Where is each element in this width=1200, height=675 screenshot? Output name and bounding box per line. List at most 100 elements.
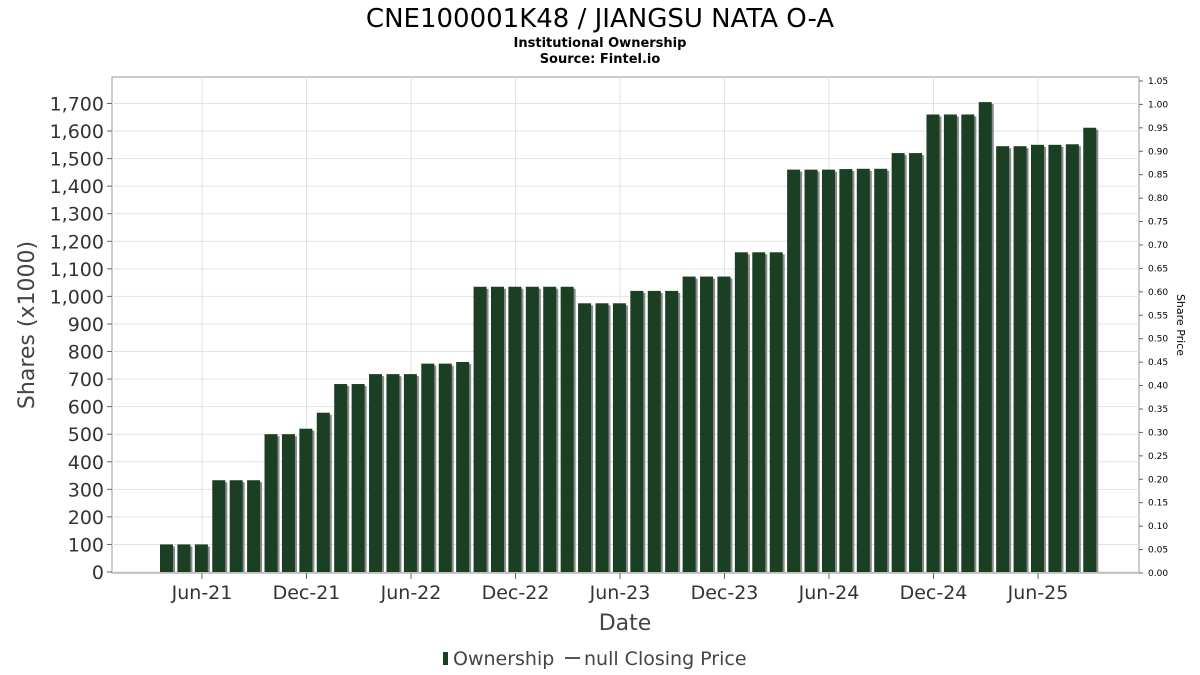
bar — [700, 276, 714, 572]
bar — [943, 114, 957, 572]
bar — [543, 286, 557, 572]
y2-tick-label: 0.90 — [1148, 147, 1168, 157]
bar — [804, 169, 818, 572]
y2-tick-label: 0.70 — [1148, 241, 1168, 251]
y-tick-label: 1,300 — [50, 204, 104, 226]
x-tick-label: Jun-25 — [1007, 582, 1069, 604]
y2-tick-label: 0.10 — [1148, 522, 1168, 532]
bar — [891, 153, 905, 572]
bar — [473, 286, 487, 572]
bar — [996, 146, 1010, 572]
bar — [438, 363, 452, 572]
y2-tick-label: 0.85 — [1148, 171, 1168, 181]
bar — [560, 286, 574, 572]
bar — [421, 363, 435, 572]
y-tick-label: 700 — [68, 369, 104, 391]
bar — [264, 434, 278, 572]
bar — [1048, 144, 1062, 572]
bar — [247, 480, 261, 572]
y-axis-left: 0 100 200 300 400 500 600 700 800 900 1,000 1,100 1,… — [50, 93, 112, 584]
bar — [926, 114, 940, 572]
bar — [490, 286, 504, 572]
y2-tick-label: 0.50 — [1148, 335, 1168, 345]
y2-tick-label: 1.00 — [1148, 100, 1168, 110]
bar — [647, 290, 661, 572]
bar — [821, 169, 835, 572]
chart-source: Source: Fintel.io — [540, 52, 661, 67]
bar — [595, 303, 609, 572]
y-tick-label: 1,100 — [50, 259, 104, 281]
y-axis-right: 0.00 0.05 0.10 0.15 0.20 0.25 0.30 0.35 0.40 0.45… — [1139, 77, 1168, 579]
y-tick-label: 1,600 — [50, 121, 104, 143]
bar — [351, 384, 365, 572]
y2-tick-label: 0.45 — [1148, 358, 1168, 368]
bar — [316, 412, 330, 572]
legend-price-label: null Closing Price — [584, 648, 747, 670]
bar — [525, 286, 539, 572]
x-tick-label: Dec-22 — [482, 582, 550, 604]
x-tick-label: Jun-24 — [798, 582, 860, 604]
legend-ownership-swatch — [443, 652, 448, 665]
y2-tick-label: 0.00 — [1148, 569, 1168, 579]
legend: Ownership null Closing Price — [443, 648, 747, 670]
y2-tick-label: 0.25 — [1148, 452, 1168, 462]
y-tick-label: 1,700 — [50, 93, 104, 115]
bar — [281, 434, 295, 572]
x-tick-label: Dec-23 — [691, 582, 759, 604]
legend-ownership-label: Ownership — [453, 648, 554, 670]
bar — [630, 290, 644, 572]
chart-subtitle: Institutional Ownership — [514, 36, 687, 51]
bar — [369, 374, 383, 572]
y-tick-label: 100 — [68, 534, 104, 556]
x-tick-label: Jun-23 — [589, 582, 651, 604]
y-tick-label: 800 — [68, 342, 104, 364]
bar — [1083, 127, 1097, 573]
bar — [456, 361, 470, 572]
y2-tick-label: 0.95 — [1148, 124, 1168, 134]
bar — [717, 276, 731, 572]
x-tick-label: Jun-22 — [380, 582, 442, 604]
y-axis-label: Shares (x1000) — [15, 241, 40, 409]
y2-tick-label: 0.65 — [1148, 264, 1168, 274]
bar — [229, 480, 243, 572]
y-tick-label: 1,000 — [50, 286, 104, 308]
bar — [160, 544, 173, 572]
y2-tick-label: 0.80 — [1148, 194, 1168, 204]
bar — [874, 168, 888, 573]
y2-tick-label: 0.20 — [1148, 475, 1168, 485]
bar — [665, 290, 679, 572]
y-tick-label: 400 — [68, 452, 104, 474]
y-tick-label: 1,500 — [50, 149, 104, 171]
y2-axis-label: Share Price — [1174, 294, 1187, 356]
bar — [734, 252, 748, 572]
bar — [1031, 144, 1044, 572]
y-tick-label: 300 — [68, 479, 104, 501]
bar — [334, 384, 348, 572]
y2-tick-label: 0.55 — [1148, 311, 1168, 321]
x-tick-label: Dec-21 — [273, 582, 341, 604]
bar — [752, 252, 766, 572]
bar — [787, 169, 801, 572]
y-tick-label: 900 — [68, 314, 104, 336]
bar — [508, 286, 522, 572]
bar — [403, 374, 417, 572]
bar — [177, 544, 191, 572]
bar — [978, 102, 992, 573]
bar — [909, 153, 923, 572]
bar — [856, 168, 870, 573]
bar — [299, 428, 313, 572]
y-tick-label: 600 — [68, 397, 104, 419]
y-tick-label: 200 — [68, 507, 104, 529]
y2-tick-label: 0.60 — [1148, 288, 1168, 298]
x-axis-label: Date — [599, 611, 652, 636]
y-tick-label: 500 — [68, 424, 104, 446]
bar — [1013, 146, 1027, 572]
bar — [194, 544, 208, 572]
bar — [612, 303, 626, 572]
y2-tick-label: 0.30 — [1148, 428, 1168, 438]
bar — [682, 276, 696, 572]
bar — [769, 252, 783, 572]
y-tick-label: 0 — [92, 562, 104, 584]
y2-tick-label: 1.05 — [1148, 77, 1168, 87]
